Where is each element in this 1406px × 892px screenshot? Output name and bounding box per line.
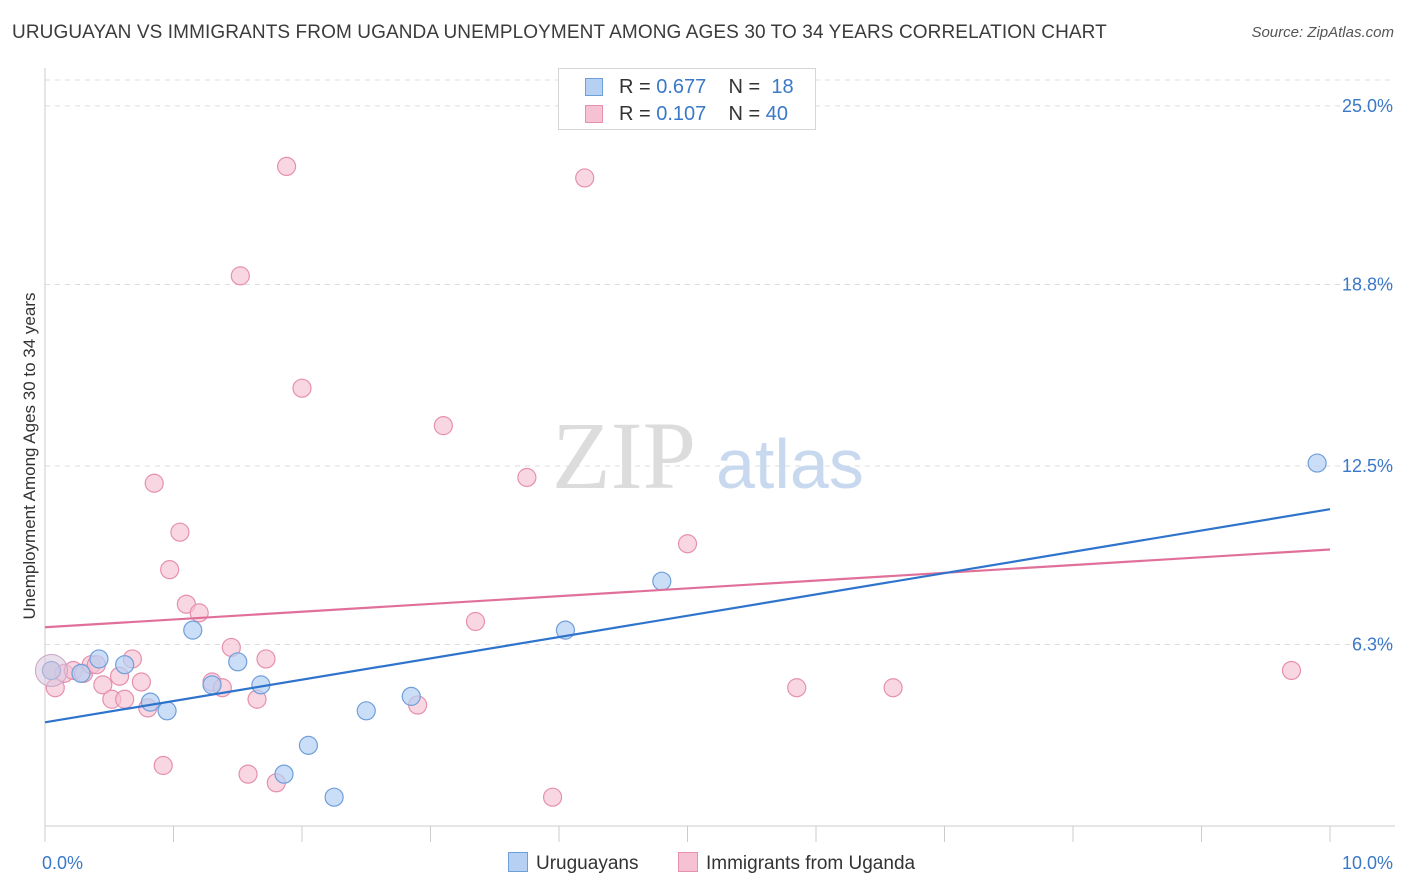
data-point-uganda: [230, 266, 250, 286]
data-point-uruguayans: [274, 764, 294, 784]
bottom-legend-swatch-blue: [508, 852, 528, 872]
legend-n-value: 18: [771, 76, 794, 98]
y-tick-label: 18.8%: [1342, 275, 1393, 295]
data-point-uruguayans: [202, 675, 222, 695]
data-point-uruguayans: [356, 701, 376, 721]
trend-line-uganda: [44, 548, 1331, 629]
data-point-uruguayans: [115, 655, 135, 675]
data-point-cluster: [34, 653, 68, 687]
data-point-uganda: [153, 755, 173, 776]
correlation-legend: R = 0.677 N = 18 R = 0.107 N = 40: [558, 68, 816, 130]
data-point-uganda: [677, 534, 698, 554]
legend-r-value: 0.107: [656, 103, 707, 125]
chart-title: URUGUAYAN VS IMMIGRANTS FROM UGANDA UNEM…: [12, 22, 1107, 43]
data-point-uganda: [131, 672, 151, 692]
data-point-uruguayans: [157, 701, 177, 721]
bottom-legend-swatch-pink: [678, 852, 698, 872]
data-point-uganda: [256, 649, 276, 669]
data-point-uruguayans: [228, 652, 248, 672]
legend-r-label: R =: [619, 76, 657, 98]
bottom-legend-uganda: Immigrants from Uganda: [678, 852, 915, 875]
data-point-uruguayans: [71, 663, 91, 683]
data-point-uganda: [517, 467, 537, 488]
trend-line-uruguayans: [44, 508, 1331, 724]
data-point-uganda: [433, 416, 453, 436]
bottom-legend-uruguayans: Uruguayans: [508, 852, 638, 875]
data-point-uruguayans: [140, 692, 160, 712]
data-point-uruguayans: [183, 620, 203, 640]
data-point-uruguayans: [324, 787, 344, 807]
bottom-legend-label: Immigrants from Uganda: [706, 853, 916, 874]
y-tick-label: 6.3%: [1352, 635, 1393, 655]
data-point-uganda: [542, 787, 563, 807]
data-point-uruguayans: [298, 735, 319, 755]
data-point-uruguayans: [89, 649, 109, 669]
legend-n-label: N =: [728, 76, 766, 98]
y-tick-label: 25.0%: [1342, 96, 1393, 116]
legend-swatch-blue: [585, 78, 603, 96]
data-point-uruguayans: [652, 571, 672, 591]
watermark-atlas: atlas: [716, 425, 864, 503]
data-point-uganda: [883, 678, 903, 698]
legend-swatch-pink: [585, 105, 603, 123]
source-label: Source: ZipAtlas.com: [1251, 24, 1394, 41]
data-point-uganda: [276, 156, 297, 177]
legend-n-label: N =: [728, 103, 766, 125]
y-tick-label: 12.5%: [1342, 456, 1393, 476]
data-point-uruguayans: [1307, 453, 1327, 473]
watermark-zip: ZIP: [552, 402, 696, 509]
data-point-uganda: [292, 378, 312, 398]
data-point-uruguayans: [401, 686, 421, 706]
legend-n-value: 40: [765, 103, 789, 125]
legend-r-label: R =: [619, 103, 657, 125]
data-point-uganda: [238, 764, 258, 784]
data-point-uganda: [1281, 660, 1302, 681]
data-point-uganda: [115, 689, 135, 709]
grid-lines: [45, 79, 1395, 646]
data-point-uganda: [787, 678, 807, 698]
series-uruguayans-points: [34, 453, 1327, 807]
data-point-uganda: [93, 675, 113, 695]
axes: [44, 68, 1395, 842]
data-point-uganda: [170, 522, 190, 542]
data-point-uganda: [160, 560, 180, 580]
x-tick-label: 10.0%: [1342, 853, 1393, 873]
bottom-legend-label: Uruguayans: [536, 853, 639, 874]
x-tick-label: 0.0%: [42, 853, 83, 873]
trend-lines: [44, 508, 1331, 724]
data-point-uganda: [144, 473, 164, 493]
legend-r-value: 0.677: [656, 76, 707, 98]
tick-labels: 6.3% 12.5% 18.8% 25.0% 0.0% 10.0%: [42, 96, 1393, 873]
data-point-uganda: [465, 611, 486, 632]
data-point-uganda: [575, 168, 595, 188]
